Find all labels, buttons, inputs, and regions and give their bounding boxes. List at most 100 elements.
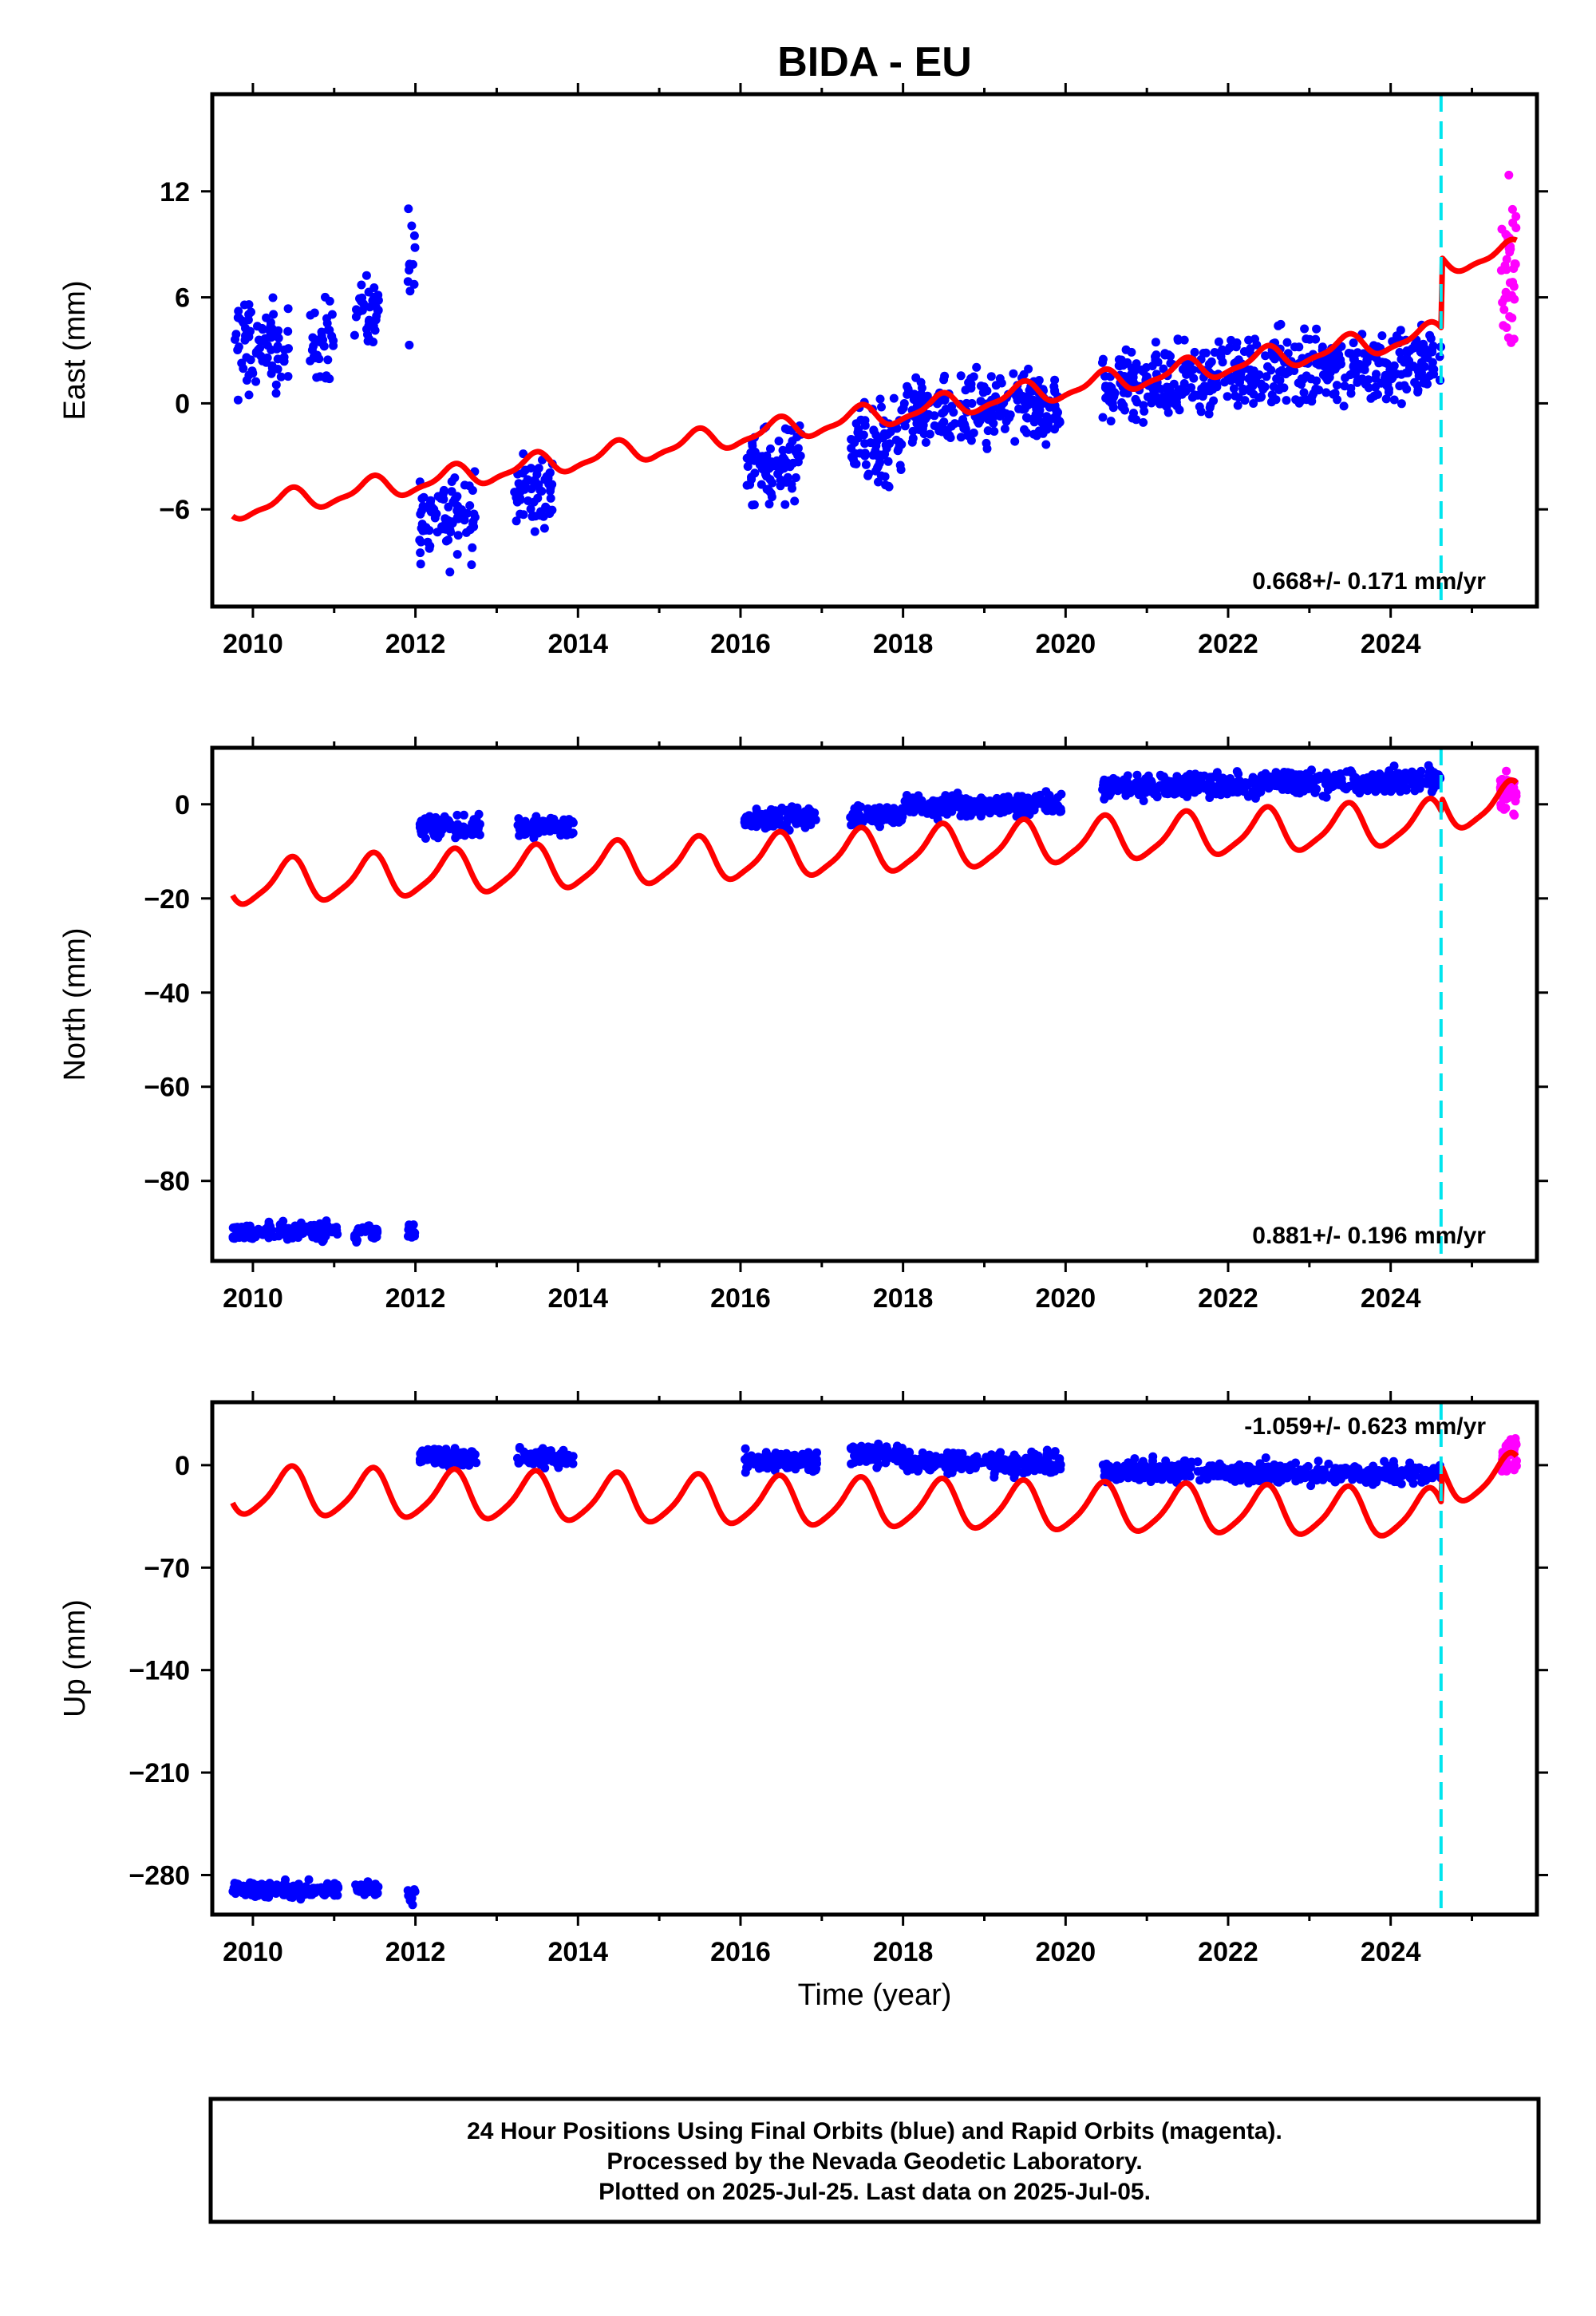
final-point	[244, 332, 254, 342]
final-point	[1412, 381, 1422, 390]
final-point	[846, 1444, 855, 1453]
final-point	[326, 1886, 336, 1895]
final-point	[271, 389, 281, 398]
final-point	[846, 812, 855, 822]
final-point	[283, 372, 293, 381]
final-point	[1214, 337, 1223, 346]
final-point	[978, 388, 988, 397]
final-point	[1117, 785, 1127, 794]
final-point	[903, 381, 912, 391]
final-point	[1127, 377, 1136, 386]
footer-box: 24 Hour Positions Using Final Orbits (bl…	[208, 2097, 1541, 2224]
final-point	[1009, 369, 1018, 378]
final-point	[1396, 399, 1406, 409]
final-point	[234, 1884, 243, 1894]
final-point	[1104, 386, 1113, 396]
final-point	[1143, 392, 1152, 401]
final-point	[1421, 1476, 1430, 1485]
final-point	[1395, 348, 1404, 357]
final-point	[323, 355, 333, 365]
final-point	[1165, 383, 1175, 392]
final-point	[863, 471, 873, 480]
x-tick-label: 2016	[710, 1283, 771, 1314]
final-point	[766, 444, 775, 453]
rapid-point	[1511, 223, 1521, 232]
final-point	[1056, 1460, 1065, 1469]
final-point	[986, 372, 996, 381]
final-point	[542, 504, 551, 513]
final-point	[1330, 1477, 1340, 1487]
y-tick-label: −210	[128, 1758, 190, 1788]
final-point	[1140, 1463, 1149, 1472]
final-point	[875, 394, 885, 404]
final-point	[1269, 382, 1278, 391]
y-tick-label: 12	[160, 177, 190, 207]
final-point	[233, 346, 243, 354]
final-point	[924, 1454, 934, 1464]
final-point	[440, 812, 449, 821]
final-point	[1282, 396, 1291, 405]
final-point	[767, 492, 776, 502]
final-point	[1366, 393, 1376, 403]
final-point	[1179, 335, 1189, 345]
final-point	[514, 1458, 523, 1468]
final-point	[1239, 347, 1249, 356]
final-point	[1292, 788, 1301, 797]
final-point	[515, 831, 524, 840]
final-point	[416, 548, 425, 558]
plot-frame	[210, 92, 1539, 609]
final-point	[373, 290, 383, 300]
final-point	[364, 317, 373, 326]
final-point	[1291, 1476, 1301, 1486]
final-point	[1321, 773, 1330, 782]
final-point	[516, 820, 526, 829]
x-tick-label: 2016	[710, 1937, 771, 1967]
final-point	[1367, 1468, 1377, 1478]
final-point	[958, 808, 967, 817]
final-point	[444, 536, 453, 545]
final-point	[1244, 1478, 1254, 1488]
final-point	[956, 433, 966, 442]
final-point	[433, 492, 443, 501]
final-point	[741, 1468, 750, 1477]
final-point	[425, 1454, 433, 1464]
final-point	[534, 480, 543, 489]
final-point	[404, 204, 413, 214]
final-point	[1207, 357, 1216, 366]
rapid-point	[1499, 305, 1509, 314]
final-point	[530, 527, 539, 536]
final-point	[1297, 396, 1306, 405]
x-tick-label: 2024	[1361, 1937, 1421, 1967]
final-point	[1232, 1462, 1242, 1472]
final-point	[956, 418, 966, 428]
x-tick-label: 2020	[1036, 1283, 1096, 1314]
final-point	[1299, 388, 1309, 397]
y-tick-label: −60	[144, 1073, 190, 1103]
final-point	[1385, 385, 1393, 394]
final-point	[244, 300, 254, 310]
final-point	[1275, 376, 1285, 385]
final-point	[1347, 768, 1357, 777]
final-point	[1309, 1468, 1318, 1478]
rapid-point	[1509, 264, 1519, 273]
final-point	[853, 428, 863, 437]
final-point	[1413, 387, 1423, 397]
final-point	[315, 372, 325, 381]
final-point	[239, 1233, 249, 1243]
final-point	[1031, 1463, 1041, 1472]
final-point	[1050, 375, 1060, 385]
final-point	[1254, 778, 1263, 788]
final-point	[264, 1233, 274, 1243]
y-axis-label: East (mm)	[58, 280, 92, 420]
x-tick-label: 2020	[1036, 1937, 1096, 1967]
final-point	[405, 340, 414, 350]
final-point	[1232, 767, 1242, 777]
final-point	[1356, 1468, 1365, 1477]
final-point	[1231, 787, 1240, 796]
final-point	[1409, 343, 1419, 353]
final-point	[531, 820, 540, 830]
final-point	[1159, 364, 1168, 373]
final-point	[771, 1448, 780, 1457]
final-point	[325, 296, 334, 306]
final-point	[1208, 782, 1218, 792]
